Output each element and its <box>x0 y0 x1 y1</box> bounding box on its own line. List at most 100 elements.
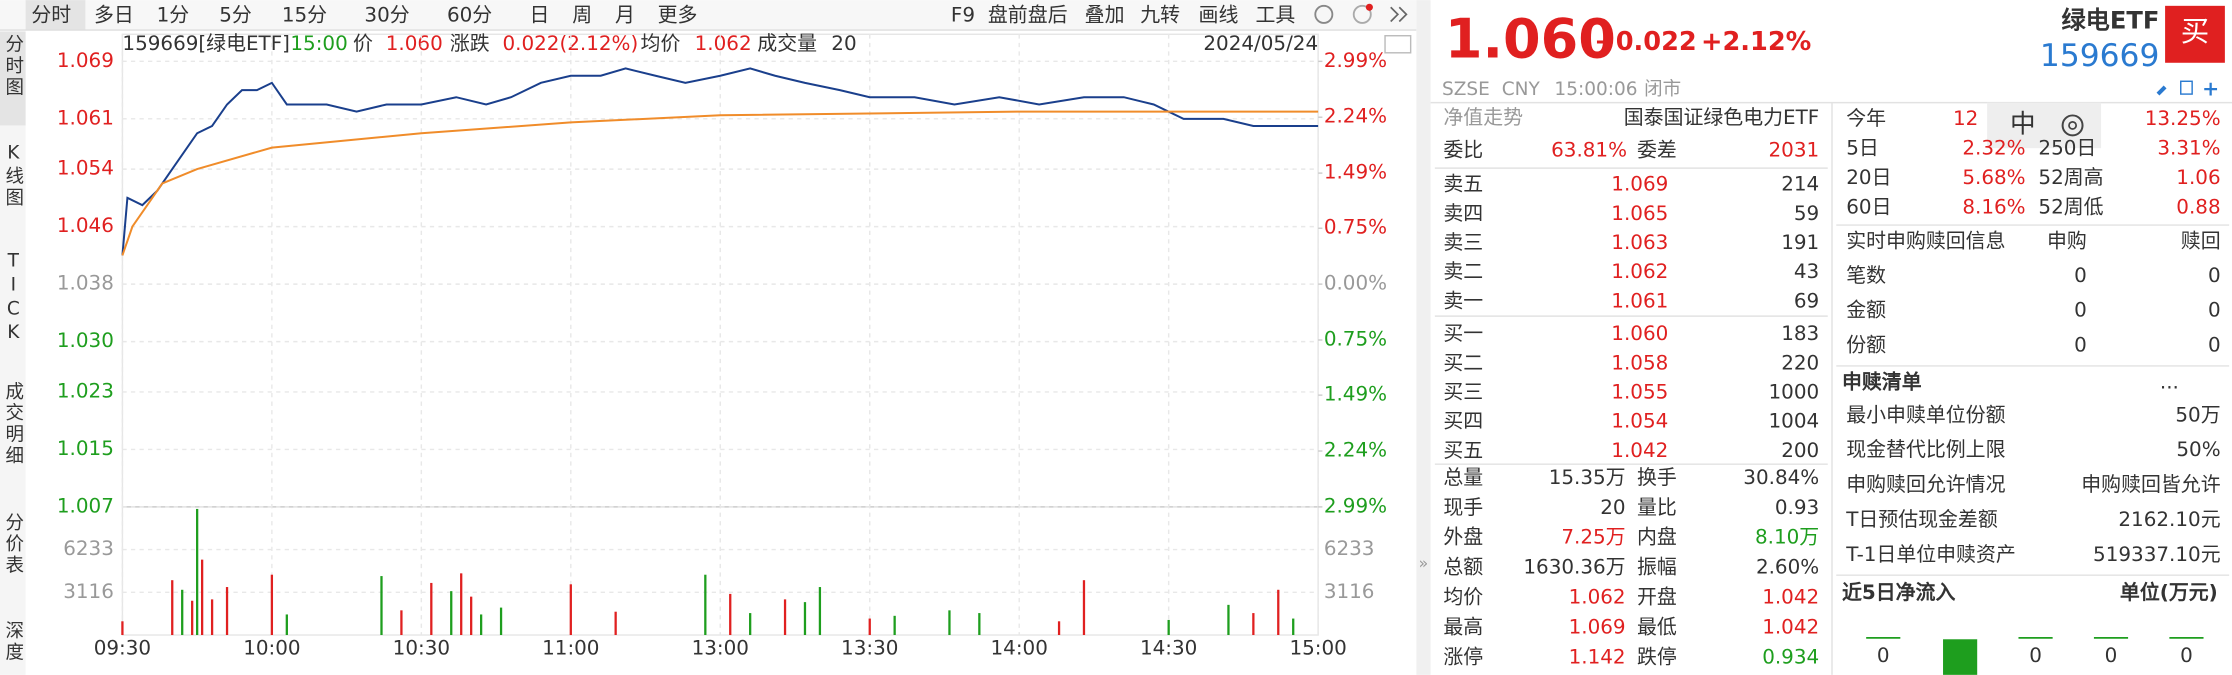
header-vol: 20 <box>831 32 856 55</box>
sell-volume: 214 <box>1781 173 1819 196</box>
y-tick-label: 1.061 <box>57 106 114 129</box>
volume-bar <box>729 593 732 636</box>
stat-value: 0.93 <box>1775 496 1819 519</box>
return-label: 60日 <box>1846 196 1891 219</box>
market-time: 15:00:06 <box>1554 79 1637 100</box>
x-tick-label: 11:00 <box>542 637 599 660</box>
stat-label: 跌停 <box>1637 645 1677 668</box>
buy-level: 买二 <box>1443 351 1483 374</box>
badge <box>1365 3 1373 11</box>
stat-value: 1630.36万 <box>1523 556 1625 579</box>
period-tab[interactable]: 日 <box>530 3 550 26</box>
y-tick-label: 1.038 <box>57 272 114 295</box>
buy-label[interactable]: 买 <box>2181 15 2209 48</box>
side-tab[interactable]: K线图 <box>3 142 24 209</box>
volume-bar <box>285 614 288 636</box>
period-tab[interactable]: 更多 <box>658 3 698 26</box>
volume-bar <box>181 589 184 636</box>
stat-value: 1.142 <box>1569 645 1626 668</box>
x-tick-label: 09:30 <box>94 637 151 660</box>
settings-icon[interactable] <box>1314 4 1334 24</box>
buy-price: 1.058 <box>1611 351 1668 374</box>
market-currency: CNY <box>1502 79 1541 100</box>
more-button[interactable]: ... <box>2160 371 2179 394</box>
volume-bar <box>803 602 807 636</box>
sell-price: 1.063 <box>1611 231 1668 254</box>
period-tab[interactable]: 周 <box>572 3 592 26</box>
period-tab[interactable]: 5分 <box>219 3 252 26</box>
volume-bar <box>499 607 503 636</box>
list-label: 申购赎回允许情况 <box>1846 473 2005 496</box>
side-tab[interactable]: 分时图 <box>3 34 24 98</box>
buy-level: 买一 <box>1443 322 1483 345</box>
list-value: 申购赎回皆允许 <box>2081 473 2220 496</box>
y-tick-label: 1.069 <box>57 49 114 72</box>
y-tick-label: 1.046 <box>57 214 114 237</box>
return-value: 1.06 <box>2176 166 2220 189</box>
y2-tick-label: 2.99% <box>1324 494 1387 517</box>
help-icon[interactable] <box>1352 4 1372 24</box>
header-price-label: 价 <box>353 32 373 55</box>
inflow-value: 0 <box>1877 644 1890 667</box>
period-tab[interactable]: 60分 <box>447 3 492 26</box>
y-tick-label: 1.023 <box>57 379 114 402</box>
stat-value: 7.25万 <box>1561 526 1625 549</box>
x-tick-label: 15:00 <box>1289 637 1346 660</box>
add-icon[interactable] <box>2204 82 2218 96</box>
tool-button[interactable]: 盘前盘后 <box>988 3 1068 26</box>
y2-tick-label: 0.75% <box>1324 327 1387 350</box>
y2-tick-label: 2.99% <box>1324 49 1387 72</box>
period-tab[interactable]: 月 <box>615 3 635 26</box>
x-tick-label: 13:30 <box>841 637 898 660</box>
sell-volume: 59 <box>1794 202 1819 225</box>
volume-bar <box>400 610 403 636</box>
splitter[interactable] <box>1416 0 1431 675</box>
nav-fund: 国泰国证绿色电力ETF <box>1624 106 1819 129</box>
copy-icon[interactable] <box>2180 80 2193 95</box>
period-tab[interactable]: 多日 <box>94 3 134 26</box>
expand-icon[interactable] <box>1390 6 1408 23</box>
tool-button[interactable]: 叠加 <box>1085 3 1125 26</box>
header-code: 159669[绿电ETF] <box>122 32 290 55</box>
buy-button[interactable] <box>2165 5 2225 63</box>
x-tick-label: 10:00 <box>243 637 300 660</box>
list-label: 最小申赎单位份额 <box>1846 403 2005 426</box>
tool-button[interactable]: 九转 <box>1140 3 1180 26</box>
side-tab[interactable]: 深度 <box>3 621 24 664</box>
volume-bar <box>200 559 204 636</box>
splitter-arrow[interactable]: » <box>1419 553 1429 572</box>
price-line <box>121 110 1319 256</box>
tool-button[interactable]: 工具 <box>1255 3 1295 26</box>
market-status: 闭市 <box>1644 79 1681 100</box>
period-tab[interactable]: 15分 <box>282 3 327 26</box>
edit-icon[interactable] <box>2156 85 2167 96</box>
wp-icon[interactable] <box>1384 35 1412 54</box>
tool-button[interactable]: 画线 <box>1199 3 1239 26</box>
volume-bar <box>893 615 896 636</box>
volume-bar <box>614 611 617 636</box>
row-value: 63.81% <box>1551 139 1627 162</box>
y2-tick-label: 1.49% <box>1324 383 1387 406</box>
side-tab[interactable]: TICK <box>3 251 24 346</box>
period-tab[interactable]: 分时 <box>31 3 71 26</box>
volume-bar <box>270 574 274 636</box>
stat-value: 1.042 <box>1762 615 1819 638</box>
toolbar <box>0 0 1417 31</box>
sell-level: 卖一 <box>1443 289 1483 312</box>
return-label: 今年 <box>1846 107 1886 130</box>
section-title: 近5日净流入 <box>1842 580 1955 604</box>
volume-bar <box>868 618 871 636</box>
period-tab[interactable]: 1分 <box>157 3 190 26</box>
sub-value: 0 <box>2208 334 2221 357</box>
side-tab[interactable]: 分价表 <box>3 513 24 577</box>
volume-bar <box>1227 604 1230 636</box>
overlay-label[interactable]: 中 <box>2010 109 2036 139</box>
side-tab[interactable]: 成交明细 <box>3 382 24 467</box>
period-tab[interactable]: 30分 <box>364 3 409 26</box>
y2-tick-label: 2.24% <box>1324 439 1387 462</box>
overlay-gear[interactable] <box>2061 114 2084 137</box>
inflow-value: 0 <box>2180 644 2193 667</box>
sub-label: 金额 <box>1846 299 1886 322</box>
return-label: 250日 <box>2038 137 2096 160</box>
tool-button[interactable]: F9 <box>951 3 975 26</box>
